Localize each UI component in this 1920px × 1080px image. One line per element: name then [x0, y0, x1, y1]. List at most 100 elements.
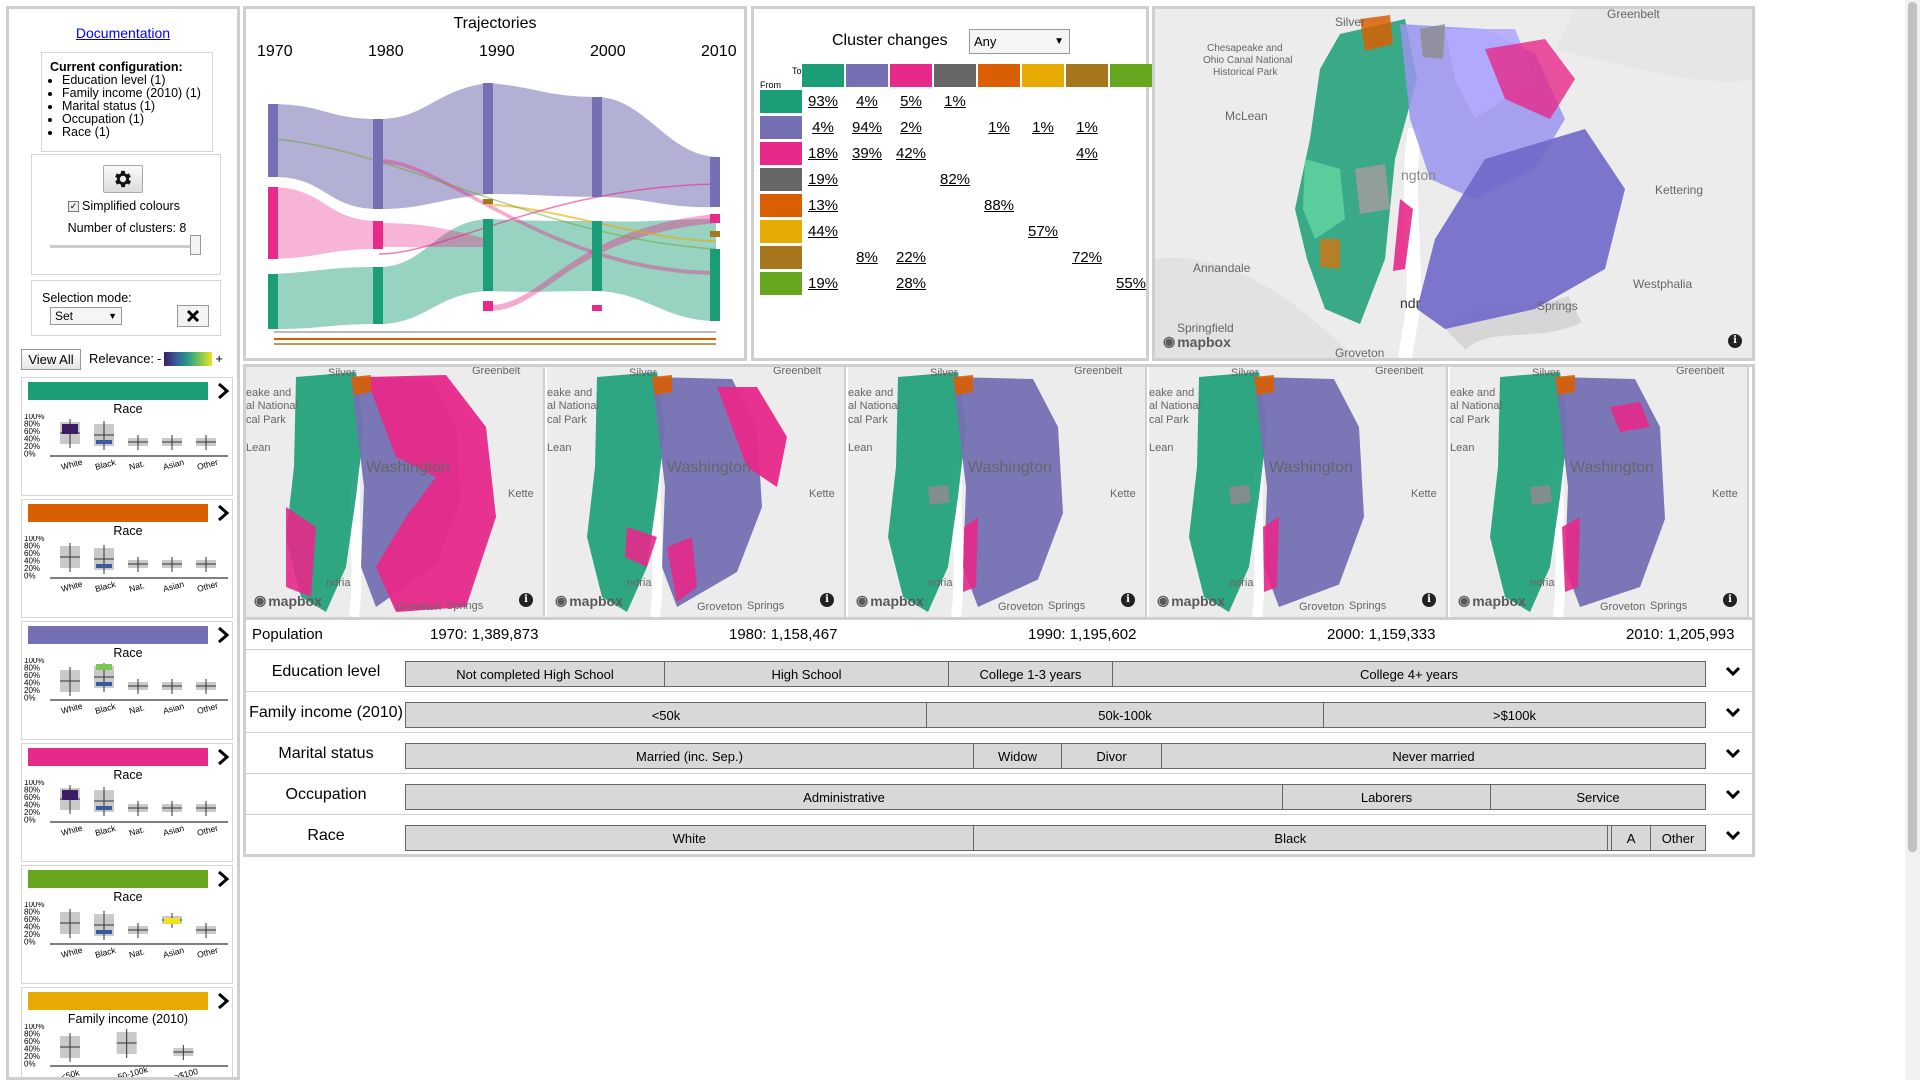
category-segment[interactable]: A [1612, 825, 1652, 851]
transition-cell[interactable]: 1% [988, 119, 1010, 136]
transition-cell[interactable]: 39% [851, 145, 883, 162]
category-segment[interactable] [1608, 825, 1613, 851]
to-cluster-swatch[interactable] [846, 64, 888, 87]
transition-cell[interactable]: 72% [1071, 249, 1103, 266]
category-segment[interactable]: College 1-3 years [949, 661, 1113, 687]
simplified-colours-toggle[interactable]: ✓ Simplified colours [68, 199, 180, 213]
transition-cell[interactable]: 1% [1076, 119, 1098, 136]
info-icon[interactable]: i [1422, 593, 1436, 607]
category-segment[interactable]: Other [1651, 825, 1706, 851]
transition-cell[interactable]: 94% [851, 119, 883, 136]
chevron-right-icon[interactable] [215, 625, 231, 645]
transition-cell[interactable]: 19% [807, 275, 839, 292]
transition-cell[interactable]: 28% [895, 275, 927, 292]
decade-map[interactable]: Silver Greenbelt eake and al National cal Pa… [1450, 367, 1749, 617]
transition-cell[interactable]: 8% [856, 249, 878, 266]
from-cluster-swatch[interactable] [760, 194, 802, 217]
from-cluster-swatch[interactable] [760, 116, 802, 139]
category-segment[interactable]: Administrative [405, 784, 1283, 810]
from-cluster-swatch[interactable] [760, 220, 802, 243]
chevron-down-icon[interactable] [1724, 662, 1742, 680]
to-cluster-swatch[interactable] [1110, 64, 1152, 87]
decade-map[interactable]: Silver Greenbelt eake and al National cal Pa… [547, 367, 846, 617]
view-all-button[interactable]: View All [21, 349, 81, 370]
transition-cell[interactable]: 42% [895, 145, 927, 162]
from-cluster-swatch[interactable] [760, 142, 802, 165]
transition-cell[interactable]: 82% [939, 171, 971, 188]
category-segment[interactable]: Not completed High School [405, 661, 665, 687]
mapbox-logo[interactable]: ◉ mapbox [254, 592, 322, 609]
transition-cell[interactable]: 4% [812, 119, 834, 136]
scrollbar-thumb[interactable] [1908, 2, 1917, 852]
category-segment[interactable]: Laborers [1283, 784, 1491, 810]
mapbox-logo[interactable]: ◉ mapbox [1163, 333, 1231, 350]
to-cluster-swatch[interactable] [802, 64, 844, 87]
settings-button[interactable] [103, 165, 143, 193]
chevron-right-icon[interactable] [215, 503, 231, 523]
chevron-down-icon[interactable] [1724, 703, 1742, 721]
checkbox-checked-icon[interactable]: ✓ [68, 200, 79, 212]
category-segment[interactable]: Widow [974, 743, 1062, 769]
cluster-card[interactable]: Race 100% 80% 60% 40% 20% 0% White Black Nat. Asia… [21, 377, 233, 496]
trajectories-sankey[interactable] [246, 9, 744, 358]
transition-cell[interactable]: 93% [807, 93, 839, 110]
to-cluster-swatch[interactable] [1066, 64, 1108, 87]
category-segment[interactable]: Service [1491, 784, 1706, 810]
from-cluster-swatch[interactable] [760, 90, 802, 113]
decade-map[interactable]: Silver Greenbelt eake and al National cal Pa… [1149, 367, 1448, 617]
category-segment[interactable]: White [405, 825, 974, 851]
chevron-down-icon[interactable] [1724, 785, 1742, 803]
chevron-right-icon[interactable] [215, 991, 231, 1011]
cluster-card[interactable]: Race 100% 80% 60% 40% 20% 0% White Black Nat. Asia… [21, 621, 233, 740]
category-segment[interactable]: Never married [1162, 743, 1706, 769]
to-cluster-swatch[interactable] [890, 64, 932, 87]
transition-cell[interactable]: 4% [856, 93, 878, 110]
category-segment[interactable]: Divor [1062, 743, 1162, 769]
transition-cell[interactable]: 57% [1027, 223, 1059, 240]
decade-map[interactable]: Silver Greenbelt eake and al National cal Pa… [848, 367, 1147, 617]
info-icon[interactable]: i [1728, 334, 1742, 348]
mapbox-logo[interactable]: ◉ mapbox [1157, 592, 1225, 609]
cluster-card[interactable]: Race 100% 80% 60% 40% 20% 0% White Black Nat. Asia… [21, 499, 233, 618]
category-segment[interactable]: 50k-100k [927, 702, 1324, 728]
transition-cell[interactable]: 22% [895, 249, 927, 266]
from-cluster-swatch[interactable] [760, 246, 802, 269]
clusters-slider-thumb[interactable] [190, 235, 201, 255]
cluster-card[interactable]: Race 100% 80% 60% 40% 20% 0% White Black Nat. Asia… [21, 865, 233, 984]
mapbox-logo[interactable]: ◉ mapbox [555, 592, 623, 609]
from-cluster-swatch[interactable] [760, 272, 802, 295]
transition-cell[interactable]: 5% [900, 93, 922, 110]
info-icon[interactable]: i [820, 593, 834, 607]
to-cluster-swatch[interactable] [978, 64, 1020, 87]
transition-cell[interactable]: 18% [807, 145, 839, 162]
transition-cell[interactable]: 44% [807, 223, 839, 240]
mapbox-logo[interactable]: ◉ mapbox [856, 592, 924, 609]
transition-cell[interactable]: 19% [807, 171, 839, 188]
decade-map[interactable]: Silver Greenbelt eake and al National cal Pa… [246, 367, 545, 617]
category-segment[interactable]: Black [973, 825, 1609, 851]
chevron-down-icon[interactable] [1724, 826, 1742, 844]
main-map-canvas[interactable] [1155, 9, 1752, 358]
from-cluster-swatch[interactable] [760, 168, 802, 191]
category-segment[interactable]: <50k [405, 702, 927, 728]
category-segment[interactable]: College 4+ years [1113, 661, 1706, 687]
to-cluster-swatch[interactable] [1022, 64, 1064, 87]
transition-cell[interactable]: 4% [1076, 145, 1098, 162]
transition-cell[interactable]: 13% [807, 197, 839, 214]
category-segment[interactable]: Married (inc. Sep.) [405, 743, 974, 769]
clear-selection-button[interactable] [177, 305, 209, 327]
category-segment[interactable]: >$100k [1324, 702, 1706, 728]
chevron-right-icon[interactable] [215, 381, 231, 401]
to-cluster-swatch[interactable] [934, 64, 976, 87]
transition-cell[interactable]: 1% [1032, 119, 1054, 136]
cluster-card[interactable]: Race 100% 80% 60% 40% 20% 0% White Black Nat. Asia… [21, 743, 233, 862]
transition-cell[interactable]: 2% [900, 119, 922, 136]
chevron-right-icon[interactable] [215, 747, 231, 767]
transition-cell[interactable]: 55% [1115, 275, 1147, 292]
mapbox-logo[interactable]: ◉ mapbox [1458, 592, 1526, 609]
main-map[interactable]: Silver Greenbelt Chesapeake and Ohio Can… [1152, 6, 1755, 361]
info-icon[interactable]: i [1723, 593, 1737, 607]
selection-mode-select[interactable]: Set ▼ [50, 307, 122, 325]
cluster-changes-filter[interactable]: Any ▼ [969, 29, 1070, 54]
cluster-card[interactable]: Family income (2010) 100% 80% 60% 40% 20% 0% <5… [21, 987, 233, 1077]
